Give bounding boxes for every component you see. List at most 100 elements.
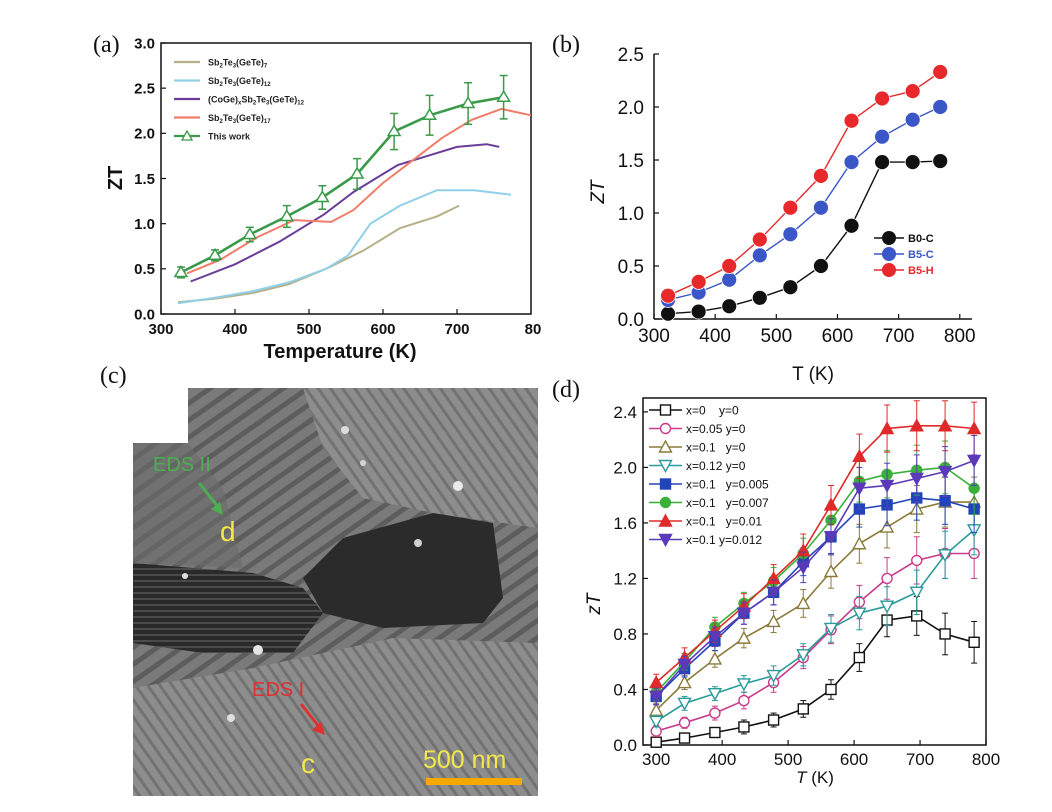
data-point (660, 287, 676, 304)
data-point (460, 96, 476, 109)
legend-label-part: (GeTe) (236, 76, 264, 86)
y-axis-title: ZT (588, 179, 609, 205)
data-point (823, 497, 839, 511)
data-point (658, 459, 673, 473)
data-point (690, 303, 707, 320)
legend-label: x=0.1 y=0 (686, 441, 746, 455)
tem-grain-top-right (303, 388, 538, 528)
x-axis-title: T (K) (792, 364, 834, 385)
data-point (852, 607, 867, 621)
y-tick-label: 2.0 (618, 98, 644, 119)
legend-label: x=0.1 y=0.012 (686, 533, 762, 547)
series-line (180, 95, 504, 274)
data-point (968, 636, 980, 648)
data-point (796, 649, 811, 663)
x-axis-title-unit: (K) (807, 768, 834, 787)
x-tick-label: 300 (148, 321, 173, 338)
y-tick-label: 2.4 (613, 403, 637, 422)
panel-a-chart: 300 400 500 600 700 80 0.0 0.5 1.0 1.5 2.0 2.5 3.0 Te… (105, 35, 541, 363)
data-point (751, 289, 768, 306)
data-point (904, 83, 921, 99)
tem-grain-bottom (133, 638, 538, 796)
data-point (843, 154, 860, 171)
x-tick-label: 600 (822, 326, 854, 347)
data-point (932, 99, 949, 115)
legend-label: x=0 y=0 (686, 404, 739, 418)
x-tick-label: 600 (840, 750, 868, 769)
marker-c: c (301, 748, 315, 779)
data-point (658, 439, 673, 453)
legend-label: Sb2Te3(GeTe)12 (208, 76, 271, 88)
legend-label: Sb2Te3(GeTe)7 (208, 58, 268, 70)
data-point (496, 89, 511, 102)
data-point (767, 714, 780, 726)
tem-grain-dark-center (303, 513, 503, 628)
legend-label: B5-C (908, 249, 934, 261)
data-point (658, 513, 673, 527)
y-tick-label: 2.5 (134, 80, 155, 97)
data-point (242, 227, 258, 240)
eds2-label: EDS II (153, 454, 211, 476)
data-point (874, 154, 891, 171)
y-tick-label: 1.0 (618, 204, 644, 225)
x-tick-label: 80 (525, 321, 542, 338)
data-point (658, 533, 673, 547)
x-tick-label: 800 (944, 326, 976, 347)
series-line (655, 529, 975, 723)
eds2-arrowhead (211, 502, 223, 515)
panel-b-chart: 300 400 500 600 700 800 0.0 0.5 1.0 1.5 2.0 2.5 T (K… (588, 45, 976, 385)
data-point (937, 418, 953, 432)
data-point (782, 226, 799, 243)
legend-label-part: x (238, 101, 242, 107)
x-tick-label: 600 (370, 321, 395, 338)
data-point (766, 669, 781, 684)
tem-corner-blank (133, 388, 188, 443)
data-point (911, 554, 923, 567)
data-point (173, 264, 189, 278)
data-point (349, 166, 365, 179)
data-point (736, 678, 752, 692)
legend-label-part: 3 (233, 64, 237, 70)
data-point (660, 305, 676, 322)
tem-particle (414, 539, 422, 547)
legend-label-part: Sb (208, 58, 220, 68)
scale-bar (426, 778, 522, 785)
data-point (843, 217, 860, 234)
tem-micrograph: EDS II d EDS I c 500 nm (133, 388, 538, 796)
series-line (177, 204, 460, 304)
data-point (813, 167, 829, 184)
legend-label-part: 2 (220, 64, 224, 70)
legend-label: x=0.05 y=0 (686, 422, 746, 436)
legend-label-part: (GeTe) (236, 113, 264, 123)
legend-marker (882, 247, 896, 261)
x-axis-title-var: T (796, 768, 808, 787)
y-tick-label: 0.4 (613, 680, 637, 699)
data-point (796, 561, 811, 575)
x-tick-label: 500 (296, 321, 321, 338)
y-tick-label: 1.6 (613, 514, 637, 533)
data-point (879, 519, 895, 533)
legend-label-part: 2 (220, 119, 224, 125)
data-point (649, 675, 664, 689)
legend-label: x=0.12 y=0 (686, 459, 746, 473)
x-axis-title: Temperature (K) (264, 341, 417, 363)
legend-label-part: (CoGe) (208, 95, 238, 105)
x-tick-label: 300 (638, 326, 670, 347)
data-point (649, 690, 664, 704)
data-point (659, 496, 672, 509)
data-point (649, 715, 664, 729)
data-point (738, 694, 750, 707)
data-point (823, 564, 839, 578)
data-point (853, 651, 866, 664)
legend-label-part: 17 (264, 119, 271, 125)
data-point (678, 717, 691, 729)
scale-label: 500 nm (423, 746, 506, 774)
legend-label-part: 12 (297, 101, 304, 107)
data-point (707, 651, 723, 665)
data-point (823, 622, 839, 636)
data-point (904, 154, 921, 171)
y-axis-title: zT (584, 592, 605, 616)
data-point (939, 495, 951, 507)
